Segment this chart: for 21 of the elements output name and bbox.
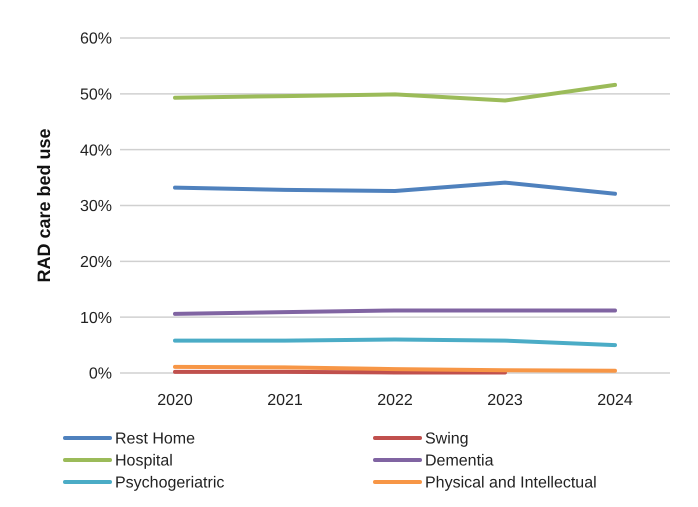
legend-label: Hospital [115,452,173,470]
legend-label: Dementia [425,452,494,470]
y-tick-label: 40% [80,142,112,160]
x-tick-label: 2021 [267,392,303,409]
x-tick-label: 2024 [597,392,633,409]
y-tick-label: 50% [80,86,112,104]
y-tick-label: 10% [80,310,112,327]
y-tick-label: 60% [80,30,112,48]
line-series [173,180,617,196]
x-tick-label: 2022 [377,392,413,409]
legend-label: Physical and Intellectual [425,474,597,492]
y-tick-label: 20% [80,254,112,271]
line-series [173,82,617,103]
y-tick-label: 30% [80,198,112,216]
legend-label: Swing [425,430,469,448]
y-tick-label: 0% [88,366,112,383]
legend-label: Psychogeriatric [115,474,224,492]
y-axis-title: RAD care bed use [34,128,54,283]
x-tick-label: 2020 [157,392,193,409]
legend-label: Rest Home [115,430,196,448]
x-tick-label: 2023 [487,392,523,409]
